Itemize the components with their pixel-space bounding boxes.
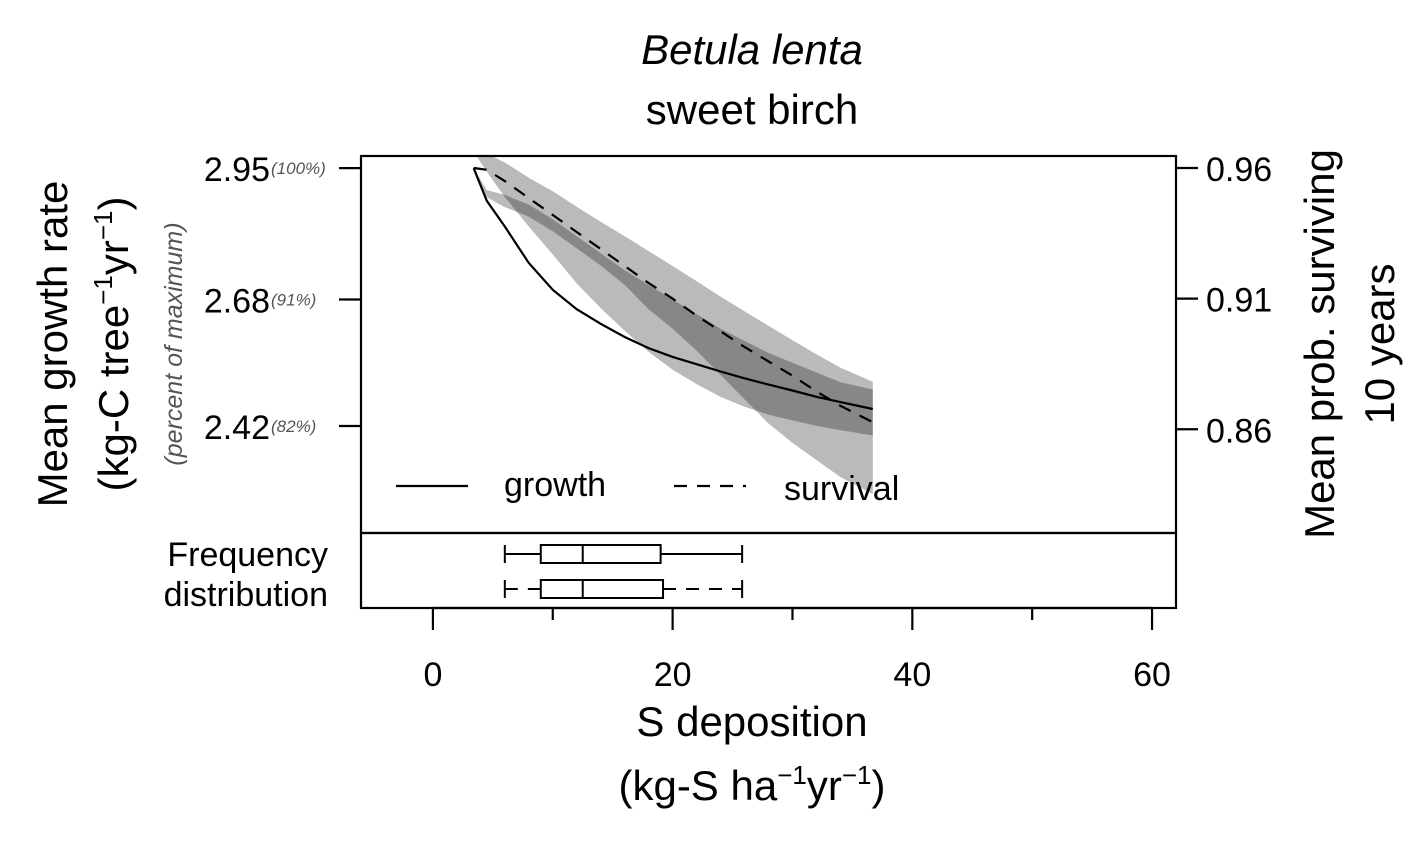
left-tick-label: 2.95 <box>204 151 270 189</box>
y-right-label-line1: Mean prob. surviving <box>1296 149 1343 539</box>
right-tick-label: 0.96 <box>1206 151 1272 189</box>
box-iqr <box>539 544 662 564</box>
confidence-bands <box>473 156 873 495</box>
x-units-mid: yr <box>807 762 842 809</box>
y-units-exp1: −1 <box>88 275 118 305</box>
survival-line <box>473 166 874 424</box>
distribution-label-line1: Frequency <box>167 536 328 574</box>
y-left-label: Mean growth rate <box>29 181 76 508</box>
x-units-base: (kg-S ha <box>618 762 777 809</box>
right-tick-label: 0.86 <box>1206 412 1272 450</box>
y-units-end: ) <box>90 196 137 210</box>
left-tick-percent: (91%) <box>271 291 316 310</box>
right-axis: 0.96 0.91 0.86 <box>1176 151 1272 450</box>
y-left-sublabel: (percent of maximum) <box>160 222 188 465</box>
y-right-label-line2: 10 years <box>1356 263 1403 424</box>
x-units-end: ) <box>872 762 886 809</box>
x-axis-label: S deposition <box>636 698 867 745</box>
distribution-boxplots <box>503 544 744 599</box>
bottom-axis: 0 20 40 60 <box>423 606 1171 694</box>
left-tick-label: 2.68 <box>204 283 270 321</box>
growth-band <box>473 168 873 495</box>
left-tick-percent: (100%) <box>271 159 326 178</box>
left-tick-label: 2.42 <box>204 409 270 447</box>
chart-subtitle: sweet birch <box>646 86 858 133</box>
x-units-exp1: −1 <box>777 760 807 790</box>
y-units-base: (kg-C tree <box>90 305 137 492</box>
survival-band <box>476 156 873 436</box>
distribution-label-line2: distribution <box>164 576 328 614</box>
legend: growth survival <box>396 466 899 508</box>
legend-growth-label: growth <box>504 466 606 504</box>
x-tick-label: 40 <box>893 656 931 694</box>
y-units-exp2: −1 <box>88 210 118 240</box>
left-tick-percent: (82%) <box>271 417 316 436</box>
x-tick-label: 20 <box>654 656 692 694</box>
x-tick-label: 60 <box>1133 656 1171 694</box>
right-tick-label: 0.91 <box>1206 282 1272 320</box>
y-units-mid: yr <box>90 240 137 275</box>
distribution-frame <box>359 531 1178 610</box>
legend-survival-label: survival <box>784 470 899 508</box>
chart-title: Betula lenta <box>641 26 863 73</box>
left-axis: 2.95 (100%) 2.68 (91%) 2.42 (82%) <box>204 151 361 447</box>
series-lines <box>472 166 874 424</box>
box-iqr <box>539 579 665 599</box>
y-left-units: (kg-C tree−1yr−1) <box>88 196 137 491</box>
x-units-exp2: −1 <box>842 760 872 790</box>
x-axis-units: (kg-S ha−1yr−1) <box>618 760 885 809</box>
growth-line <box>472 167 874 411</box>
x-tick-label: 0 <box>423 656 442 694</box>
